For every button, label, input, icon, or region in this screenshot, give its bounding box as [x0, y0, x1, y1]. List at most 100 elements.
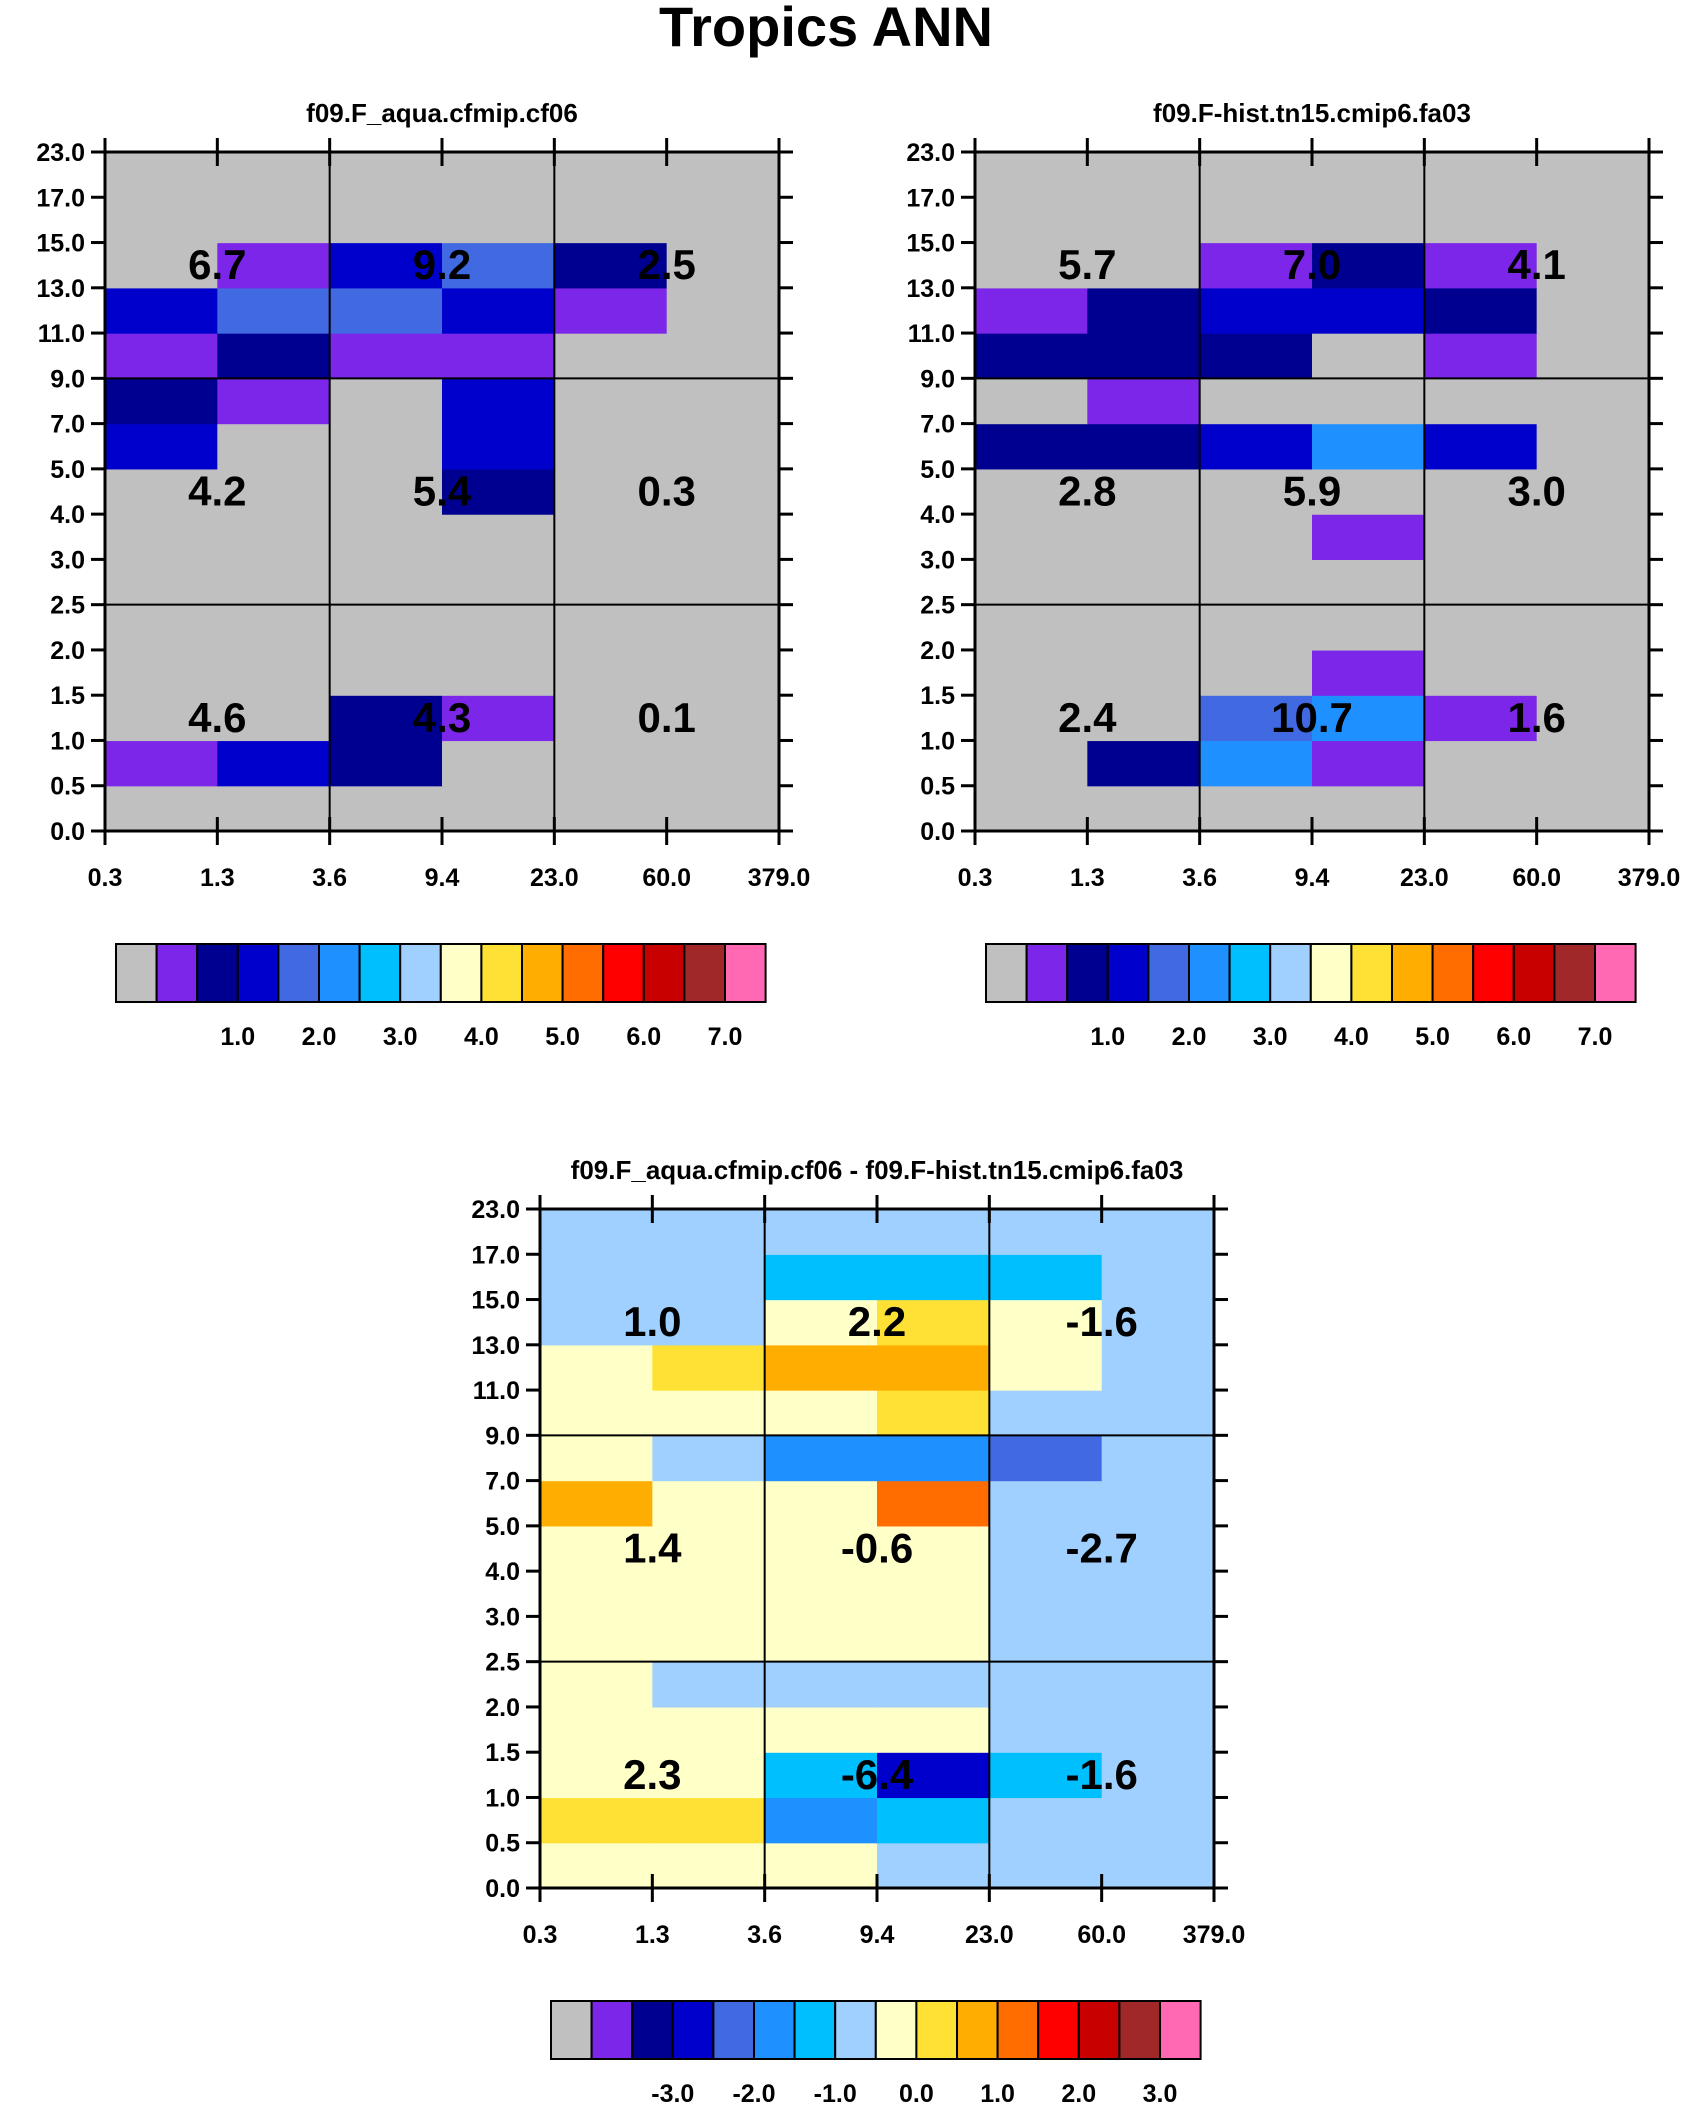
- box-value: 5.9: [1283, 468, 1341, 515]
- heatmap-cell: [105, 514, 218, 560]
- heatmap-cell: [1424, 559, 1538, 606]
- colorbar-swatch: [1118, 2000, 1162, 2060]
- heatmap-cell: [1536, 378, 1650, 425]
- heatmap-cell: [442, 197, 555, 244]
- heatmap-cell: [105, 604, 218, 651]
- heatmap-cell: [442, 514, 555, 560]
- box-value: -6.4: [841, 1751, 914, 1798]
- y-tick-label: 4.0: [485, 1558, 520, 1586]
- colorbar-swatch: [915, 2000, 959, 2060]
- heatmap-cell: [554, 378, 668, 425]
- heatmap-cell: [329, 785, 443, 832]
- heatmap-cell: [1087, 378, 1201, 425]
- colorbar-swatch: [683, 943, 727, 1003]
- y-tick-label: 13.0: [36, 275, 85, 303]
- colorbar-label: 5.0: [545, 1023, 580, 1051]
- heatmap-cell: [540, 1571, 653, 1617]
- heatmap-cell: [975, 649, 1088, 696]
- colorbar-label: -1.0: [814, 2080, 857, 2108]
- heatmap-cell: [975, 423, 1088, 470]
- heatmap-cell: [105, 740, 218, 787]
- heatmap-cell: [1312, 378, 1425, 425]
- heatmap-cell: [877, 1706, 990, 1753]
- heatmap-cell: [764, 1390, 878, 1436]
- heatmap-cell: [1199, 514, 1313, 560]
- box-value: 9.2: [413, 241, 471, 288]
- heatmap-cell: [105, 378, 218, 425]
- heatmap-cell: [652, 1344, 766, 1391]
- heatmap-cell: [1312, 197, 1425, 244]
- heatmap-cell: [540, 1797, 653, 1844]
- heatmap-cell: [666, 152, 780, 198]
- heatmap-cell: [1424, 197, 1538, 244]
- heatmap-cell: [105, 333, 218, 379]
- heatmap-cell: [652, 1752, 766, 1799]
- heatmap-cell: [652, 1661, 766, 1708]
- colorbar-label: 2.0: [302, 1023, 337, 1051]
- heatmap-cell: [1424, 785, 1538, 832]
- y-tick-label: 4.0: [50, 501, 85, 529]
- colorbar-swatch: [1350, 943, 1394, 1003]
- box-value: -2.7: [1066, 1525, 1138, 1572]
- y-tick-label: 7.0: [50, 411, 85, 439]
- colorbar-swatch: [712, 2000, 756, 2060]
- colorbar-label: 7.0: [1578, 1023, 1613, 1051]
- x-tick-label: 60.0: [1077, 1921, 1126, 1949]
- heatmap-cell: [1424, 378, 1538, 425]
- heatmap-cell: [1536, 604, 1650, 651]
- y-tick-label: 1.5: [50, 682, 85, 710]
- heatmap-cell: [666, 423, 780, 470]
- heatmap-cell: [105, 287, 218, 334]
- heatmap-cell: [666, 287, 780, 334]
- heatmap-cell: [989, 1797, 1103, 1844]
- colorbar-swatch: [1159, 2000, 1202, 2060]
- heatmap-cell: [764, 1254, 878, 1301]
- colorbar-swatch: [985, 943, 1028, 1003]
- box-value: 5.4: [413, 468, 472, 515]
- heatmap-cell: [554, 785, 668, 832]
- heatmap-cell: [554, 197, 668, 244]
- colorbar-swatch: [1188, 943, 1231, 1003]
- heatmap-cell: [329, 197, 443, 244]
- y-tick-label: 0.0: [920, 818, 955, 846]
- heatmap-cell: [1087, 468, 1201, 515]
- heatmap-cell: [1101, 1661, 1215, 1708]
- box-value: 2.2: [848, 1298, 906, 1345]
- colorbar-swatch: [358, 943, 402, 1003]
- y-tick-label: 3.0: [485, 1603, 520, 1631]
- y-tick-label: 9.0: [50, 365, 85, 393]
- heatmap-cell: [1536, 333, 1650, 379]
- heatmap-cell: [652, 1842, 766, 1889]
- box-value: -1.6: [1066, 1298, 1138, 1345]
- heatmap-cell: [217, 197, 331, 244]
- heatmap-cell: [1312, 152, 1425, 198]
- y-tick-label: 0.5: [50, 773, 85, 801]
- heatmap-cell: [442, 333, 555, 379]
- heatmap-cell: [329, 152, 443, 198]
- heatmap-cell: [975, 785, 1088, 832]
- x-tick-label: 3.6: [1182, 864, 1217, 892]
- colorbar-swatch: [1037, 2000, 1080, 2060]
- heatmap-cell: [1312, 785, 1425, 832]
- heatmap-cell: [217, 649, 331, 696]
- heatmap-cell: [989, 1525, 1103, 1572]
- heatmap-cell: [1424, 740, 1538, 787]
- heatmap-cell: [764, 1344, 878, 1391]
- heatmap-cell: [1536, 559, 1650, 606]
- colorbar-swatch: [793, 2000, 837, 2060]
- heatmap-cell: [540, 1299, 653, 1346]
- colorbar-swatch: [1594, 943, 1637, 1003]
- y-tick-label: 3.0: [920, 546, 955, 574]
- colorbar-label: 2.0: [1061, 2080, 1096, 2108]
- heatmap-cell: [540, 1390, 653, 1436]
- colorbar-label: 5.0: [1415, 1023, 1450, 1051]
- heatmap-cell: [1424, 604, 1538, 651]
- heatmap-cell: [554, 695, 668, 742]
- heatmap-cell: [1087, 649, 1201, 696]
- colorbar-swatch: [1512, 943, 1556, 1003]
- heatmap-cell: [1199, 152, 1313, 198]
- x-tick-label: 379.0: [748, 864, 811, 892]
- heatmap-cell: [1087, 559, 1201, 606]
- heatmap-cell: [764, 1661, 878, 1708]
- heatmap-cell: [217, 559, 331, 606]
